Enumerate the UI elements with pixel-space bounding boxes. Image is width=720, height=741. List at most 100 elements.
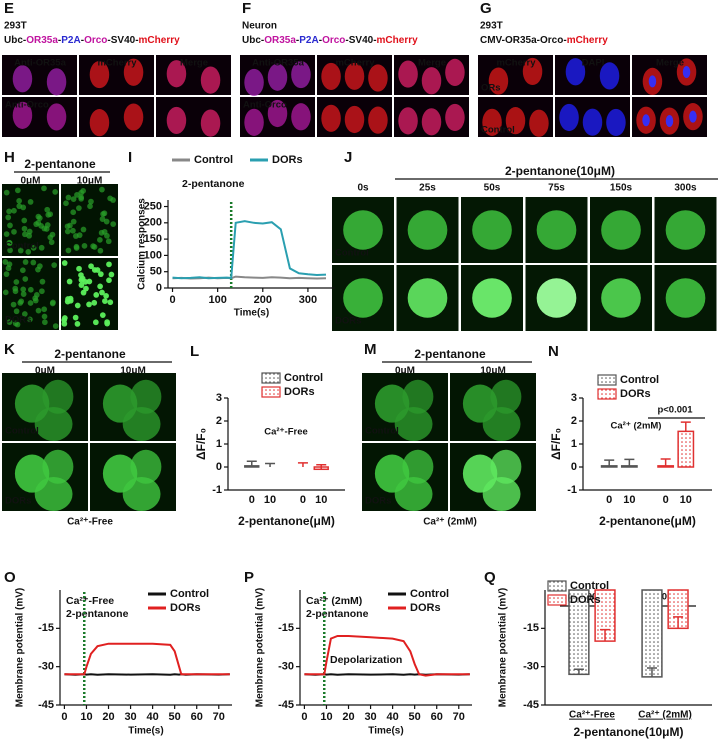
cell — [49, 231, 56, 238]
cell — [61, 320, 68, 327]
cell — [490, 379, 522, 414]
cell — [27, 300, 34, 306]
y-tick-label: 2 — [571, 415, 577, 427]
cell — [97, 271, 104, 278]
cell — [39, 278, 46, 285]
legend-label: Control — [284, 372, 323, 384]
y-axis-label: Membrane potential (mV) — [255, 588, 266, 707]
y-axis-label: Membrane potential (mV) — [498, 588, 509, 707]
error-bar — [660, 458, 671, 466]
x-tick-label: 40 — [386, 711, 398, 723]
cell — [98, 229, 105, 236]
cell — [93, 292, 100, 298]
cell — [2, 289, 9, 296]
cell — [344, 62, 365, 90]
cell — [490, 449, 522, 484]
cell — [42, 449, 74, 484]
construct-part: P2A — [61, 35, 80, 46]
legend-swatch — [547, 594, 567, 606]
construct-part: -SV40- — [345, 35, 376, 46]
x-tick-label: 200 — [254, 294, 272, 306]
cell — [559, 103, 579, 132]
y-tick-label: -30 — [38, 661, 54, 673]
cell — [67, 295, 74, 302]
panel-label: J — [344, 149, 352, 166]
legend-label: DORs — [410, 602, 441, 614]
annotation: Ca²⁺-Free — [66, 595, 114, 607]
legend-label: Control — [570, 580, 609, 592]
cell — [107, 299, 114, 306]
column-label: 10μM — [480, 366, 506, 377]
cell — [21, 225, 28, 232]
cell — [90, 243, 96, 250]
construct-part: P2A — [299, 35, 318, 46]
cell — [402, 449, 434, 484]
cell — [34, 407, 73, 441]
column-label: Merge — [418, 58, 446, 69]
cell — [601, 278, 641, 318]
cell-type: 293T — [4, 21, 27, 32]
x-tick-label: 0 — [663, 494, 669, 506]
cell — [88, 263, 94, 270]
y-tick-label: -15 — [523, 622, 539, 634]
cell — [21, 217, 28, 224]
column-label: mCherry — [335, 58, 375, 69]
cell — [398, 60, 418, 88]
cell — [565, 58, 586, 86]
cell — [122, 407, 161, 441]
y-tick-label: -15 — [38, 622, 54, 634]
column-label: 0s — [357, 183, 369, 194]
cell — [51, 262, 58, 268]
annotation: 2-pentanone — [306, 608, 369, 620]
cell — [50, 299, 56, 306]
cell — [368, 64, 388, 92]
bar — [677, 430, 695, 468]
cell — [44, 206, 51, 213]
annotation: p<0.001 — [657, 405, 693, 416]
y-tick-label: 50 — [150, 266, 162, 278]
cell — [321, 104, 341, 132]
cell — [70, 218, 77, 225]
cell — [70, 227, 76, 234]
construct-part: - — [81, 35, 84, 46]
cell — [74, 321, 81, 327]
y-axis-label: ΔF/F₀ — [194, 428, 208, 460]
x-tick-label: 60 — [431, 711, 443, 723]
error-bar — [265, 462, 276, 467]
panel-label: N — [548, 343, 559, 360]
cell — [529, 109, 549, 137]
cell — [78, 195, 85, 202]
y-tick-label: 1 — [216, 438, 222, 450]
annotation: Depolarization — [330, 654, 402, 666]
row-label: Anti-Orco — [5, 100, 49, 111]
row-label: Anti-Orco — [243, 100, 287, 111]
construct-part: - — [296, 35, 299, 46]
cell — [17, 247, 24, 254]
column-label: 0μM — [35, 366, 55, 377]
cell — [20, 267, 26, 274]
cell — [73, 243, 80, 250]
cell — [200, 66, 221, 94]
cell — [12, 285, 19, 292]
panel-label: G — [480, 0, 492, 17]
cell — [35, 213, 42, 220]
legend-swatch — [597, 388, 617, 400]
cell — [104, 232, 110, 239]
cell — [18, 298, 25, 305]
cell — [682, 66, 691, 79]
cell — [394, 477, 433, 511]
x-tick-label: 10 — [320, 711, 332, 723]
cell — [61, 260, 68, 266]
construct-part: Ubc- — [242, 35, 264, 46]
cell — [76, 232, 83, 239]
construct-part: mCherry — [567, 35, 609, 46]
construct-part: Ubc- — [4, 35, 26, 46]
cell — [123, 58, 144, 86]
construct-part: -SV40- — [107, 35, 138, 46]
cell — [407, 210, 448, 250]
cell — [72, 314, 79, 321]
cell — [108, 271, 115, 278]
cell — [41, 185, 47, 192]
cell — [3, 189, 10, 196]
column-label: 0μM — [395, 366, 415, 377]
